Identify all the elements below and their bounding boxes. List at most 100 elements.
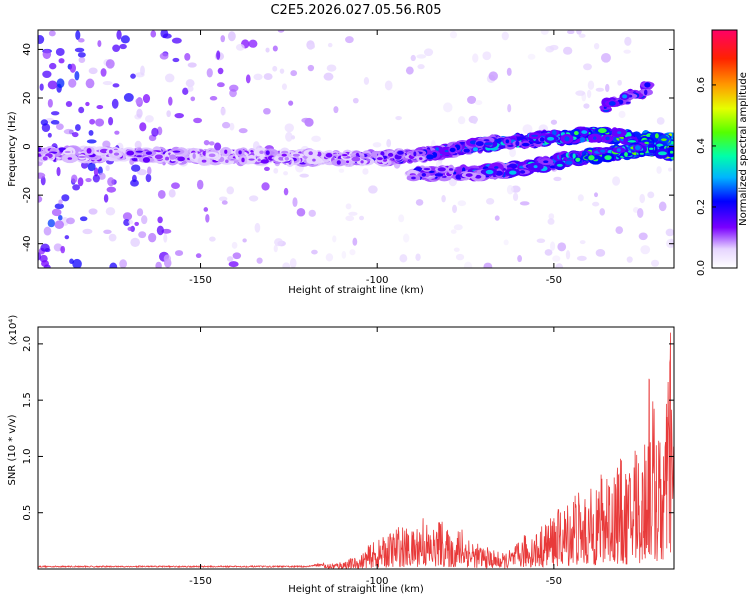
heatmap-feature-cell: [434, 173, 444, 177]
heatmap-noise-cell: [174, 250, 184, 256]
heatmap-y-tick-label: 0: [22, 143, 33, 149]
heatmap-feature-cell: [192, 153, 196, 159]
heatmap-noise-cell: [517, 255, 522, 263]
heatmap-noise-cell: [182, 87, 189, 95]
heatmap-noise-cell: [105, 207, 116, 216]
heatmap-feature-cell: [325, 153, 333, 158]
heatmap-noise-cell: [216, 50, 221, 60]
heatmap-noise-cell: [108, 116, 114, 126]
heatmap-noise-cell: [105, 59, 115, 69]
heatmap-noise-cell: [184, 53, 191, 61]
heatmap-noise-cell: [135, 98, 142, 105]
heatmap-y-tick-label: -20: [22, 187, 33, 203]
heatmap-noise-cell: [550, 119, 558, 125]
heatmap-noise-cell: [221, 200, 228, 205]
heatmap-feature-cell: [495, 170, 503, 176]
heatmap-noise-cell: [474, 100, 483, 106]
heatmap-feature-cell: [588, 155, 595, 161]
heatmap-noise-cell: [71, 174, 78, 184]
snr-y-tick-label: 1.0: [22, 448, 33, 464]
heatmap-noise-cell: [587, 80, 595, 90]
heatmap-noise-cell: [668, 167, 673, 172]
heatmap-noise-cell: [242, 238, 247, 243]
heatmap-feature-cell: [564, 136, 570, 142]
heatmap-noise-cell: [577, 194, 584, 202]
heatmap-noise-cell: [289, 258, 297, 268]
heatmap-noise-cell: [81, 161, 89, 169]
heatmap-feature-cell: [376, 157, 383, 161]
heatmap-feature-cell: [616, 148, 621, 152]
heatmap-noise-cell: [368, 185, 378, 194]
heatmap-feature-cell: [411, 176, 416, 180]
heatmap-feature-cell: [643, 89, 648, 96]
heatmap-noise-cell: [142, 94, 151, 104]
heatmap-feature-cell: [169, 154, 177, 160]
snr-x-axis-label: Height of straight line (km): [288, 584, 424, 595]
heatmap-x-axis-label: Height of straight line (km): [288, 285, 424, 296]
heatmap-panel: -150 -100 -50 -40 -20 0 20 40 Height of straig…: [7, 29, 675, 296]
heatmap-noise-cell: [669, 238, 674, 248]
heatmap-feature-cell: [284, 156, 290, 161]
heatmap-noise-cell: [116, 30, 122, 40]
heatmap-noise-cell: [261, 182, 270, 191]
heatmap-noise-cell: [254, 222, 261, 233]
heatmap-noise-cell: [253, 73, 263, 81]
heatmap-feature-cell: [543, 160, 549, 164]
heatmap-noise-cell: [338, 168, 345, 173]
heatmap-noise-cell: [97, 40, 102, 48]
heatmap-noise-cell: [47, 132, 52, 138]
heatmap-noise-cell: [69, 63, 77, 73]
heatmap-feature-cell: [135, 150, 144, 153]
heatmap-feature-cell: [551, 129, 557, 136]
heatmap-noise-cell: [372, 142, 382, 148]
heatmap-noise-cell: [168, 189, 176, 198]
heatmap-noise-cell: [145, 173, 152, 183]
heatmap-noise-cell: [58, 58, 65, 64]
heatmap-noise-cell: [423, 48, 434, 57]
heatmap-feature-cell: [208, 153, 216, 158]
heatmap-noise-cell: [494, 215, 500, 221]
heatmap-noise-cell: [333, 106, 339, 114]
heatmap-noise-cell: [77, 177, 84, 187]
heatmap-noise-cell: [658, 201, 667, 212]
heatmap-noise-cell: [277, 30, 285, 33]
heatmap-noise-cell: [405, 66, 414, 75]
snr-scale-label: (x10⁴): [8, 315, 19, 346]
colorbar-tick-label: 0.6: [696, 77, 707, 93]
heatmap-noise-cell: [77, 38, 85, 43]
heatmap-noise-cell: [220, 35, 226, 43]
heatmap-feature-cell: [136, 155, 143, 158]
heatmap-feature-cell: [475, 174, 482, 179]
heatmap-noise-cell: [122, 212, 133, 221]
heatmap-feature-cell: [421, 172, 427, 177]
heatmap-feature-cell: [453, 171, 457, 175]
heatmap-noise-cell: [562, 46, 573, 55]
heatmap-noise-cell: [172, 57, 180, 63]
heatmap-noise-cell: [410, 54, 416, 62]
heatmap-noise-cell: [203, 139, 210, 146]
chart-title: C2E5.2026.027.05.56.R05: [270, 3, 441, 18]
heatmap-noise-cell: [74, 47, 85, 53]
heatmap-feature-cell: [397, 150, 404, 155]
heatmap-feature-cell: [346, 160, 350, 164]
heatmap-noise-cell: [60, 245, 66, 254]
heatmap-noise-cell: [68, 78, 77, 88]
heatmap-noise-cell: [307, 64, 315, 72]
heatmap-noise-cell: [398, 214, 405, 223]
heatmap-feature-cell: [593, 136, 597, 140]
heatmap-feature-cell: [164, 156, 170, 161]
heatmap-noise-cell: [488, 71, 498, 81]
heatmap-noise-cell: [575, 90, 586, 96]
heatmap-noise-cell: [273, 168, 279, 174]
heatmap-noise-cell: [64, 235, 70, 240]
heatmap-noise-cell: [74, 124, 81, 131]
heatmap-noise-cell: [138, 231, 147, 239]
heatmap-feature-cell: [533, 165, 538, 169]
heatmap-noise-cell: [472, 53, 479, 63]
heatmap-noise-cell: [42, 49, 52, 60]
heatmap-noise-cell: [623, 49, 631, 54]
heatmap-noise-cell: [384, 80, 393, 91]
heatmap-noise-cell: [58, 199, 63, 205]
snr-y-tick-label: 1.5: [22, 392, 33, 408]
heatmap-feature-cell: [644, 82, 651, 88]
